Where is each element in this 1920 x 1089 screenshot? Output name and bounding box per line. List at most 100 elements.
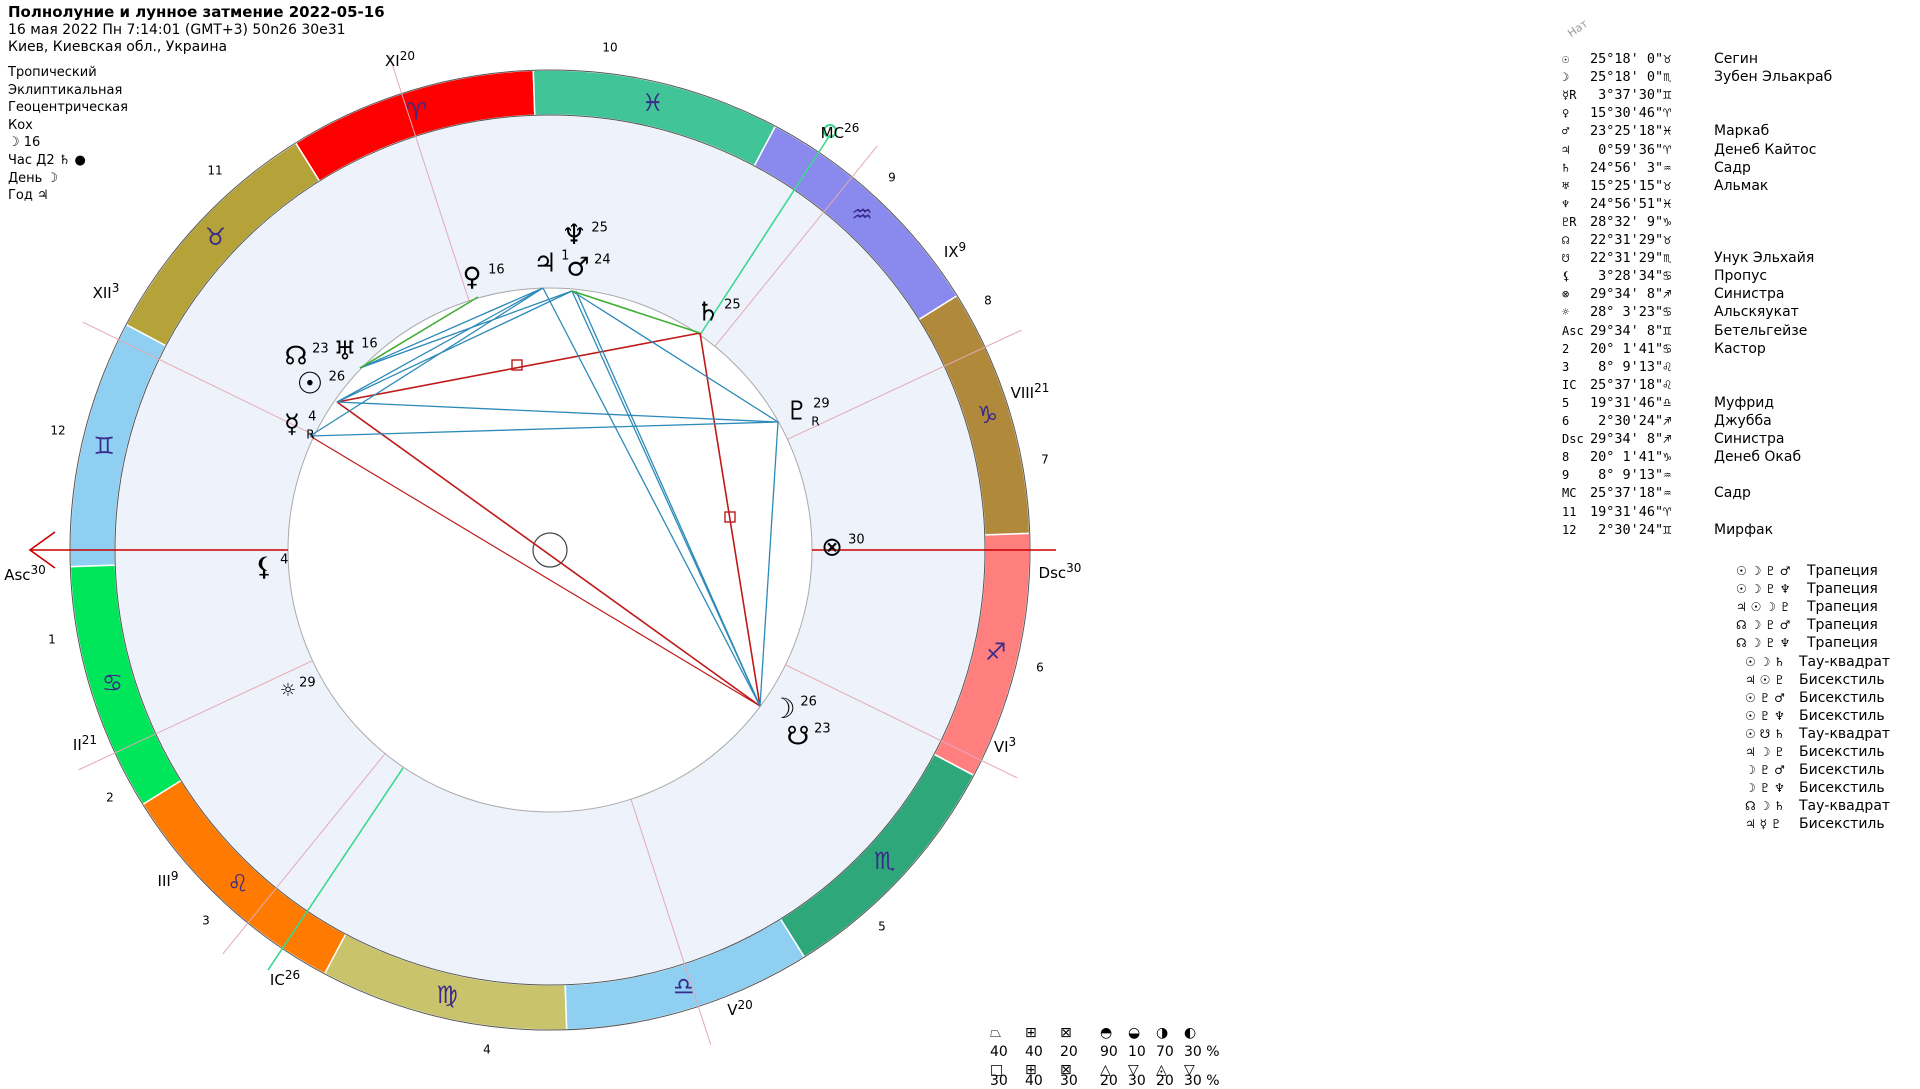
pattern-glyphs: ♃ ☉ ♇: [1745, 672, 1785, 687]
pattern-glyphs: ☊ ☽ ♇ ♆: [1736, 636, 1791, 651]
position-glyph-icon: 6: [1562, 414, 1570, 428]
position-value: 8° 9'13"♌: [1590, 358, 1672, 375]
position-value: 24°56' 3"♒: [1590, 159, 1672, 176]
zodiac-sign-icon: ♉: [205, 223, 227, 251]
position-glyph-icon: 2: [1562, 341, 1570, 356]
stat-icon: □: [990, 1062, 1004, 1078]
planet-glyph-icon: ♄: [696, 298, 719, 328]
house-number: 6: [1036, 661, 1044, 675]
planet-glyph-icon: ♂: [566, 253, 589, 283]
pattern-name: Трапеция: [1807, 563, 1878, 579]
position-value: 0°59'36"♈: [1590, 141, 1672, 158]
house-cusp-label: IC26: [270, 968, 300, 989]
pattern-glyphs: ☉ ☽ ♇ ♂: [1736, 564, 1791, 578]
pattern-name: Тау-квадрат: [1799, 798, 1891, 815]
retrograde-marker: R: [306, 428, 314, 442]
planet-degree: 23: [312, 342, 329, 357]
position-glyph-icon: ☉: [1562, 52, 1570, 66]
pattern-glyphs: ♃ ☉ ☽ ♇: [1736, 600, 1791, 615]
stat-icon: ◓: [1100, 1025, 1113, 1041]
stat-icon: ◒: [1128, 1025, 1141, 1041]
asc-arrow-icon: [28, 531, 56, 569]
fixed-star-name: Садр: [1714, 159, 1751, 176]
position-glyph-icon: ♀: [1562, 106, 1570, 121]
house-number: 5: [878, 920, 886, 934]
fixed-star-name: Унук Эльхайя: [1714, 250, 1815, 267]
position-value: 20° 1'41"♋: [1590, 340, 1672, 357]
position-value: 2°30'24"♊: [1590, 521, 1672, 538]
pattern-glyphs: ♃ ☿ ♇: [1745, 817, 1782, 832]
planet-degree: 16: [488, 263, 505, 278]
fixed-star-name: Кастор: [1714, 340, 1766, 357]
pattern-glyphs: ☉ ♇ ♂: [1745, 690, 1785, 705]
stat-icon: ⊞: [1025, 1025, 1037, 1041]
position-value: 25°37'18"♒: [1590, 485, 1672, 502]
pattern-glyphs: ☉ ☽ ♇ ♆: [1736, 582, 1791, 597]
fixed-star-name: Джубба: [1714, 413, 1772, 429]
position-glyph-icon: ⚸: [1562, 269, 1571, 284]
stat-value: 10: [1128, 1044, 1146, 1060]
house-number: 12: [50, 424, 65, 438]
house-number: 3: [202, 914, 210, 928]
planet-degree: 25: [591, 221, 608, 236]
stat-icon: ◑: [1156, 1025, 1169, 1041]
position-value: 22°31'29"♏: [1590, 250, 1672, 267]
pattern-glyphs: ☉ ♇ ♆: [1745, 708, 1785, 723]
house-cusp-label: V20: [727, 998, 753, 1019]
pattern-name: Тау-квадрат: [1799, 653, 1891, 670]
house-number: 7: [1041, 453, 1049, 467]
planet-degree: 29: [813, 397, 830, 412]
planet-glyph-icon: ☊: [284, 342, 307, 372]
position-glyph-icon: ☼: [1562, 305, 1570, 320]
zodiac-sign-icon: ♌: [227, 870, 249, 898]
position-value: 3°28'34"♋: [1590, 268, 1672, 285]
stat-icon: ⊠: [1060, 1062, 1072, 1078]
position-glyph-icon: ☽: [1562, 70, 1570, 85]
fixed-star-name: Зубен Эльакраб: [1714, 69, 1833, 86]
stat-value: 20: [1060, 1044, 1078, 1060]
pattern-name: Трапеция: [1807, 617, 1878, 634]
zodiac-sign-icon: ♒: [851, 200, 873, 228]
chart-planets: ☉ 26 ☽ 26 ☿ 4 R ♀ 16 ♂ 24 ♃ 1 ♄ 25 ♅ 16 ♆ 25 ♇ 29 R ☊ 23 ☋ 23 ⚸ 4 ⊗ 3…: [254, 218, 864, 752]
planet-glyph-icon: ☋: [786, 722, 809, 752]
position-value: 8° 9'13"♒: [1590, 467, 1672, 484]
pattern-name: Трапеция: [1807, 581, 1878, 598]
position-value: 28°32' 9"♑: [1590, 213, 1672, 230]
pattern-glyphs: ☊ ☽ ♇ ♂: [1736, 618, 1791, 633]
zodiac-sign-icon: ♏: [874, 847, 896, 875]
mc-marker-icon: [823, 124, 837, 138]
position-glyph-icon: ♂: [1562, 124, 1570, 139]
house-cusp-label: MC26: [821, 121, 860, 142]
zodiac-sign-icon: ♐: [985, 638, 1007, 666]
fixed-star-name: Денеб Окаб: [1714, 449, 1802, 466]
stat-icon: ▽: [1184, 1062, 1195, 1078]
fixed-star-name: Пропус: [1714, 268, 1768, 285]
retrograde-marker: R: [811, 415, 819, 429]
house-number: 9: [888, 171, 896, 185]
fixed-star-name: Муфрид: [1714, 394, 1774, 411]
pattern-name: Бисекстиль: [1799, 762, 1885, 779]
position-glyph-icon: ☿R: [1562, 88, 1577, 103]
planet-glyph-icon: ☼: [280, 680, 296, 701]
fixed-star-name: Бетельгейзе: [1714, 322, 1808, 339]
house-cusp-label: XI20: [385, 49, 415, 70]
setting-line: День ☽: [8, 170, 59, 186]
house-number: 2: [106, 791, 114, 805]
planet-degree: 4: [280, 553, 288, 568]
fixed-star-name: Синистра: [1714, 286, 1785, 303]
planet-degree: 29: [299, 676, 316, 691]
setting-line: ☽ 16: [8, 135, 41, 151]
planet-degree: 30: [848, 533, 865, 548]
position-glyph-icon: ♅: [1562, 178, 1570, 193]
planet-degree: 25: [724, 298, 741, 313]
house-cusp-label: VI3: [994, 735, 1016, 756]
zodiac-sign-icon: ♊: [93, 432, 115, 460]
aspect-lines: [309, 287, 779, 707]
pattern-glyphs: ☉ ☋ ♄: [1745, 726, 1785, 741]
house-number: 4: [483, 1043, 491, 1057]
position-value: 19°31'46"♈: [1590, 503, 1672, 520]
pattern-name: Бисекстиль: [1799, 780, 1885, 797]
stat-icon: ◐: [1184, 1025, 1197, 1041]
chart-place: Киев, Киевская обл., Украина: [8, 39, 228, 55]
